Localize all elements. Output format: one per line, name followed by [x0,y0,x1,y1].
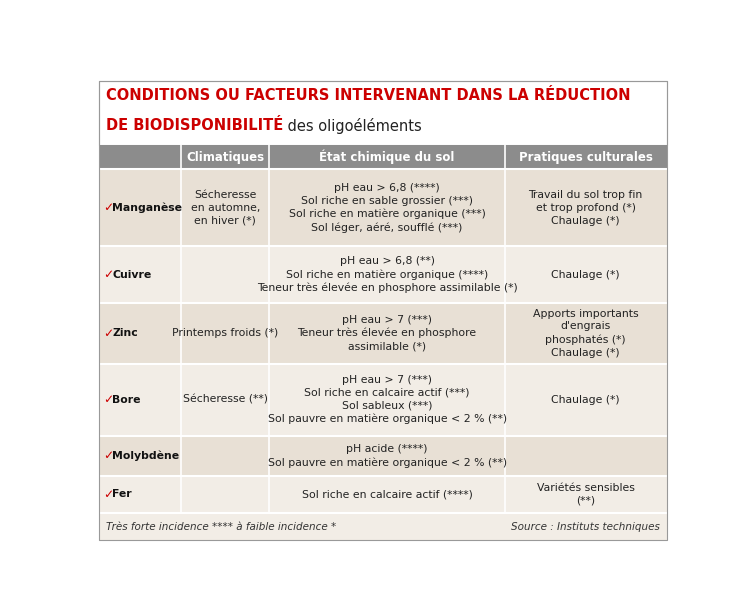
Text: Variétés sensibles
(**): Variétés sensibles (**) [537,483,635,506]
Text: ✓: ✓ [103,488,114,501]
Text: Cuivre: Cuivre [113,269,152,280]
Text: Climatiques: Climatiques [186,151,264,164]
Bar [99,247,666,303]
Bar [99,170,666,247]
Text: des oligoéléments: des oligoéléments [283,118,422,134]
Text: Travail du sol trop fin
et trop profond (*)
Chaulage (*): Travail du sol trop fin et trop profond … [529,190,642,226]
Text: Printemps froids (*): Printemps froids (*) [173,328,279,338]
Text: Pratiques culturales: Pratiques culturales [518,151,653,164]
Bar [99,436,666,476]
Text: ✓: ✓ [103,268,114,281]
Bar [99,513,666,540]
Text: ✓: ✓ [103,202,114,215]
Text: ✓: ✓ [103,450,114,462]
Text: Manganèse: Manganèse [113,203,182,213]
Bar [99,81,666,145]
Text: pH eau > 7 (***)
Sol riche en calcaire actif (***)
Sol sableux (***)
Sol pauvre : pH eau > 7 (***) Sol riche en calcaire a… [267,375,506,424]
Bar [99,303,666,363]
Text: Chaulage (*): Chaulage (*) [551,395,620,405]
Bar [99,363,666,436]
Text: Zinc: Zinc [113,328,138,338]
Text: ✓: ✓ [103,393,114,406]
Text: Source : Instituts techniques: Source : Instituts techniques [511,522,660,531]
Text: Apports importants
d'engrais
phosphatés (*)
Chaulage (*): Apports importants d'engrais phosphatés … [533,309,639,358]
Text: pH eau > 6,8 (****)
Sol riche en sable grossier (***)
Sol riche en matière organ: pH eau > 6,8 (****) Sol riche en sable g… [288,183,486,233]
Bar [99,476,666,513]
Bar [99,145,666,170]
Text: Fer: Fer [113,490,132,499]
Text: DE BIODISPONIBILITÉ: DE BIODISPONIBILITÉ [106,118,283,133]
Text: Sécheresse
en automne,
en hiver (*): Sécheresse en automne, en hiver (*) [190,190,260,226]
Text: CONDITIONS OU FACTEURS INTERVENANT DANS LA RÉDUCTION: CONDITIONS OU FACTEURS INTERVENANT DANS … [106,89,630,103]
Text: pH eau > 7 (***)
Teneur très élevée en phosphore
assimilable (*): pH eau > 7 (***) Teneur très élevée en p… [297,315,477,351]
Text: pH acide (****)
Sol pauvre en matière organique < 2 % (**): pH acide (****) Sol pauvre en matière or… [267,444,506,467]
Text: Bore: Bore [113,395,141,405]
Text: État chimique du sol: État chimique du sol [320,150,455,164]
Text: Sol riche en calcaire actif (****): Sol riche en calcaire actif (****) [302,490,473,499]
Text: Molybdène: Molybdène [113,451,179,461]
Text: ✓: ✓ [103,327,114,339]
Text: Sécheresse (**): Sécheresse (**) [183,395,268,405]
Text: pH eau > 6,8 (**)
Sol riche en matière organique (****)
Teneur très élevée en ph: pH eau > 6,8 (**) Sol riche en matière o… [257,256,518,293]
Text: Chaulage (*): Chaulage (*) [551,269,620,280]
Text: Très forte incidence **** à faible incidence *: Très forte incidence **** à faible incid… [106,522,336,531]
